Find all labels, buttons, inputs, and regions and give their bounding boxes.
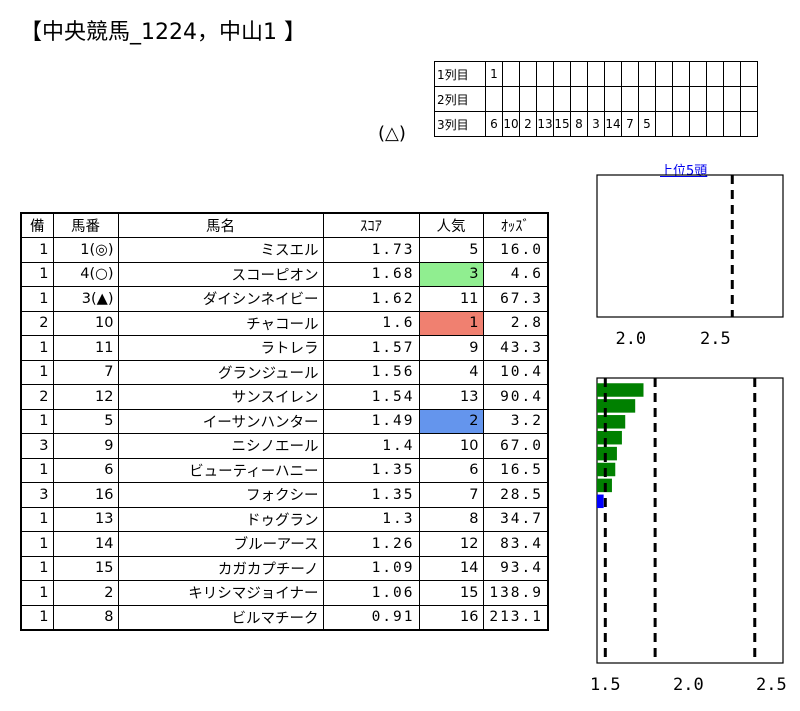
cell-bamei: イーサンハンター — [117, 408, 324, 434]
cell-umaban: 5 — [52, 408, 119, 434]
page-title: 【中央競馬_1224，中山1 】 — [20, 20, 306, 45]
cell-odds: 28.5 — [482, 482, 549, 508]
cell-odds: 90.4 — [482, 384, 549, 410]
grid-cell: 14 — [604, 111, 622, 137]
cell-odds: 2.8 — [482, 310, 549, 336]
table-row: 1 5 イーサンハンター 1.49 2 3.2 — [20, 408, 549, 434]
cell-umaban: 4(○) — [52, 261, 119, 287]
cell-bamei: ビューティーハニー — [117, 457, 324, 483]
cell-score: 1.35 — [322, 482, 420, 508]
cell-bamei: スコーピオン — [117, 261, 324, 287]
chart2-bar — [597, 446, 617, 461]
chart1-frame — [596, 174, 784, 318]
cell-bi: 1 — [20, 408, 54, 434]
grid-cell: 13 — [536, 111, 554, 137]
cell-umaban: 8 — [52, 604, 119, 630]
cell-score: 1.68 — [322, 261, 420, 287]
cell-bamei: ブルーアース — [117, 531, 324, 557]
cell-umaban: 3(▲) — [52, 286, 119, 312]
grid-row: 1列目 1 — [434, 61, 758, 87]
cell-odds: 34.7 — [482, 506, 549, 532]
cell-bi: 2 — [20, 384, 54, 410]
chart2-bar — [597, 494, 604, 509]
cell-odds: 213.1 — [482, 604, 549, 630]
table-row: 3 9 ニシノエール 1.4 10 67.0 — [20, 433, 549, 459]
cell-ninki: 1 — [418, 310, 484, 336]
cell-score: 0.91 — [322, 604, 420, 630]
chart2-bar — [597, 430, 622, 445]
cell-bamei: グランジュール — [117, 359, 324, 385]
cell-odds: 67.0 — [482, 433, 549, 459]
cell-bi: 1 — [20, 286, 54, 312]
cell-bamei: ドゥグラン — [117, 506, 324, 532]
chart1-tick-label: 2.0 — [615, 329, 646, 349]
cell-odds: 16.0 — [482, 237, 549, 263]
cell-umaban: 14 — [52, 531, 119, 557]
cell-umaban: 12 — [52, 384, 119, 410]
cell-ninki: 5 — [418, 237, 484, 263]
cell-umaban: 2 — [52, 580, 119, 606]
chart2-bar — [597, 399, 636, 413]
cell-ninki: 11 — [418, 286, 484, 312]
cell-bamei: ビルマチーク — [117, 604, 324, 630]
grid-cell — [740, 111, 758, 137]
header-umaban: 馬番 — [52, 212, 119, 238]
chart2-tick-label: 1.5 — [590, 675, 621, 695]
cell-score: 1.49 — [322, 408, 420, 434]
cell-odds: 16.5 — [482, 457, 549, 483]
grid-row: 3列目 6 10 2 13 15 8 3 14 7 5 — [434, 111, 758, 137]
table-row: 1 8 ビルマチーク 0.91 16 213.1 — [20, 604, 549, 630]
chart1-tick-label: 2.5 — [700, 329, 731, 349]
table-row: 1 15 カガカプチーノ 1.09 14 93.4 — [20, 555, 549, 581]
cell-umaban: 9 — [52, 433, 119, 459]
cell-umaban: 13 — [52, 506, 119, 532]
cell-umaban: 1(◎) — [52, 237, 119, 263]
chart2-frame — [596, 377, 784, 664]
grid-cell: 10 — [502, 111, 520, 137]
column-grid: 1列目 1 2列目 3列目 6 10 2 13 15 8 3 14 7 5 — [434, 61, 758, 137]
cell-ninki: 15 — [418, 580, 484, 606]
cell-bamei: ダイシンネイビー — [117, 286, 324, 312]
header-ninki: 人気 — [418, 212, 484, 238]
cell-ninki: 7 — [418, 482, 484, 508]
cell-bi: 1 — [20, 604, 54, 630]
cell-ninki: 10 — [418, 433, 484, 459]
grid-row: 2列目 — [434, 86, 758, 112]
cell-score: 1.6 — [322, 310, 420, 336]
cell-bi: 3 — [20, 482, 54, 508]
chart2-bar — [597, 415, 626, 429]
cell-score: 1.09 — [322, 555, 420, 581]
table-row: 2 10 チャコール 1.6 1 2.8 — [20, 310, 549, 336]
cell-score: 1.57 — [322, 335, 420, 361]
table-row: 1 3(▲) ダイシンネイビー 1.62 11 67.3 — [20, 286, 549, 312]
table-row: 1 13 ドゥグラン 1.3 8 34.7 — [20, 506, 549, 532]
mark-indicator: (△) — [378, 123, 406, 144]
cell-bamei: カガカプチーノ — [117, 555, 324, 581]
header-odds: ｵｯｽﾞ — [482, 212, 549, 238]
cell-ninki: 8 — [418, 506, 484, 532]
cell-ninki: 4 — [418, 359, 484, 385]
cell-bamei: チャコール — [117, 310, 324, 336]
grid-cell: 15 — [553, 111, 571, 137]
cell-score: 1.73 — [322, 237, 420, 263]
cell-score: 1.62 — [322, 286, 420, 312]
cell-bi: 1 — [20, 335, 54, 361]
cell-bamei: キリシマジョイナー — [117, 580, 324, 606]
cell-odds: 138.9 — [482, 580, 549, 606]
table-row: 1 2 キリシマジョイナー 1.06 15 138.9 — [20, 580, 549, 606]
cell-umaban: 16 — [52, 482, 119, 508]
chart2-tick-label: 2.0 — [673, 675, 704, 695]
chart2-tick-label: 2.5 — [756, 675, 787, 695]
cell-ninki: 2 — [418, 408, 484, 434]
cell-umaban: 7 — [52, 359, 119, 385]
cell-score: 1.35 — [322, 457, 420, 483]
horse-table: 備 馬番 馬名 ｽｺｱ 人気 ｵｯｽﾞ 1 1(◎) ミスエル 1.73 5 16.0 1 4… — [20, 212, 549, 631]
grid-row-label: 3列目 — [434, 111, 486, 137]
chart2-bar — [597, 383, 644, 397]
cell-bi: 3 — [20, 433, 54, 459]
cell-odds: 83.4 — [482, 531, 549, 557]
cell-score: 1.54 — [322, 384, 420, 410]
